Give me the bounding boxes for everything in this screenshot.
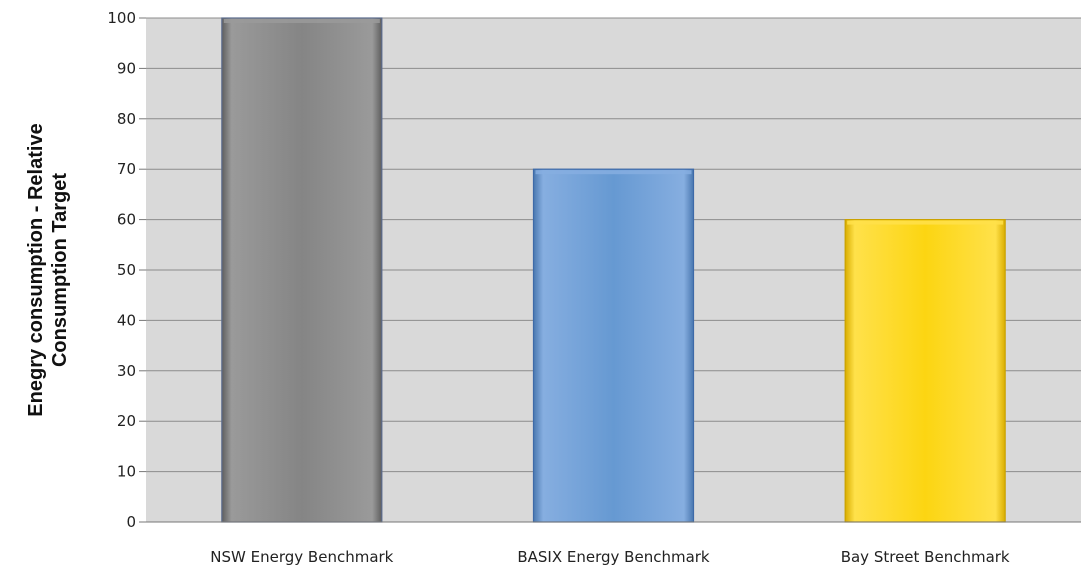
y-tick-label: 0 xyxy=(126,513,136,531)
y-tick-label: 100 xyxy=(107,9,136,27)
y-tick-label: 40 xyxy=(117,311,136,329)
y-tick-label: 20 xyxy=(117,412,136,430)
bar xyxy=(221,17,383,523)
x-category-label: NSW Energy Benchmark xyxy=(210,548,393,566)
bar-highlight xyxy=(223,19,380,23)
y-axis-title-line: Enegry consumption - Relative xyxy=(25,123,47,416)
y-tick-label: 90 xyxy=(117,59,136,77)
y-axis-title-line: Consumption Target xyxy=(49,173,71,367)
y-tick-label: 60 xyxy=(117,211,136,229)
y-axis-ticks: 0 10 20 30 40 50 60 70 80 90 100 xyxy=(107,9,146,531)
bar-highlight xyxy=(847,220,1004,225)
y-axis-title: Enegry consumption - Relative Consumption… xyxy=(25,123,71,416)
y-tick-label: 50 xyxy=(117,261,136,279)
y-tick-label: 10 xyxy=(117,463,136,481)
y-tick-label: 30 xyxy=(117,362,136,380)
x-axis-labels: NSW Energy Benchmark BASIX Energy Benchma… xyxy=(210,548,1010,566)
bars xyxy=(221,17,1006,523)
y-tick-label: 80 xyxy=(117,110,136,128)
bar xyxy=(532,168,695,523)
bar-highlight xyxy=(535,170,692,175)
x-category-label: Bay Street Benchmark xyxy=(841,548,1010,566)
bar xyxy=(844,219,1006,523)
x-category-label: BASIX Energy Benchmark xyxy=(517,548,710,566)
y-tick-label: 70 xyxy=(117,160,136,178)
